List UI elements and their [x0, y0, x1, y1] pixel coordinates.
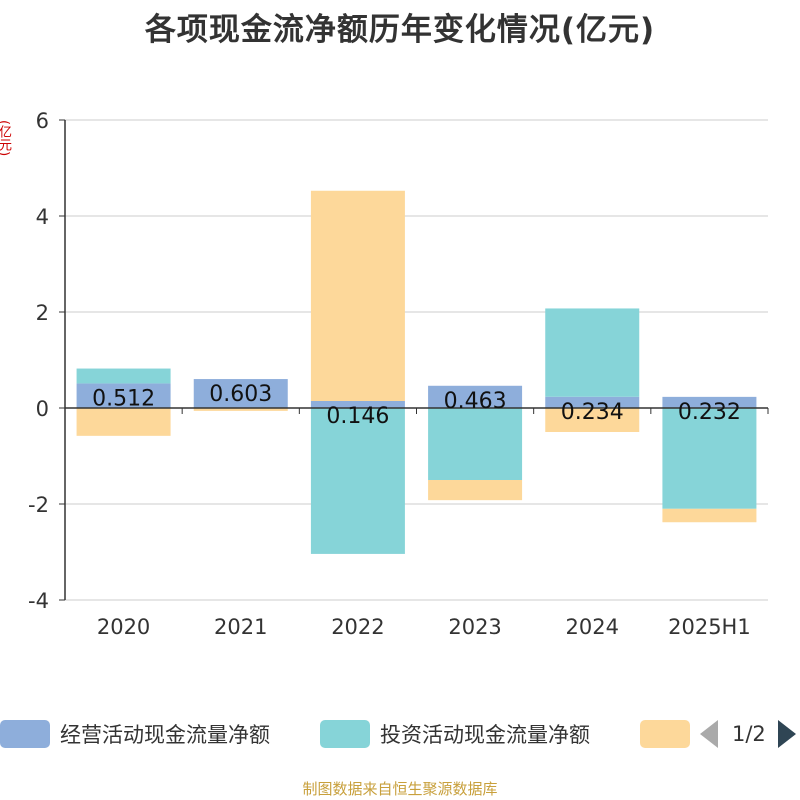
bar-financing: [193, 408, 288, 411]
y-tick-label: 0: [36, 397, 49, 421]
source-note: 制图数据来自恒生聚源数据库: [302, 780, 498, 798]
bar-financing: [662, 508, 757, 523]
data-label: 0.463: [444, 389, 507, 414]
data-label: 0.234: [561, 400, 624, 425]
y-tick-label: 2: [36, 301, 49, 325]
x-tick-label: 2025H1: [668, 615, 751, 639]
x-tick-label: 2022: [331, 615, 384, 639]
data-label: 0.512: [92, 386, 155, 411]
legend-item-financing[interactable]: [640, 716, 700, 752]
legend-swatch-investing: [320, 720, 370, 748]
x-tick-label: 2021: [214, 615, 267, 639]
bar-investing: [76, 368, 171, 384]
bars: [76, 190, 757, 554]
pager-text: 1/2: [732, 722, 766, 746]
legend-swatch-operating: [0, 720, 50, 748]
legend-item-investing[interactable]: 投资活动现金流量净额: [320, 716, 590, 752]
bar-operating: [310, 400, 405, 408]
bar-operating: [428, 385, 523, 408]
bar-financing: [545, 408, 640, 432]
legend-item-operating[interactable]: 经营活动现金流量净额: [0, 716, 270, 752]
chart-title: 各项现金流净额历年变化情况(亿元): [144, 12, 656, 48]
y-tick-label: 4: [36, 205, 49, 229]
grid-lines: [65, 119, 768, 601]
x-tick-label: 2020: [97, 615, 150, 639]
data-label: 0.603: [209, 382, 272, 407]
bar-financing: [310, 190, 405, 401]
pager-prev-icon[interactable]: [700, 720, 718, 748]
bar-chart: -4 -2 0 2 4 6 2020 2021 2022 2023 2024 2025H1 0.512…: [28, 109, 769, 639]
bar-investing: [545, 308, 640, 397]
legend-label-investing: 投资活动现金流量净额: [380, 723, 590, 747]
legend-pager: 1/2: [700, 716, 796, 752]
legend-swatch-financing: [640, 720, 690, 748]
axes: -4 -2 0 2 4 6 2020 2021 2022 2023 2024 2025H1: [28, 109, 769, 639]
bar-investing: [662, 408, 757, 509]
bar-operating: [545, 396, 640, 408]
y-tick-label: 6: [36, 109, 49, 133]
y-axis-unit: (亿元): [0, 120, 11, 157]
x-tick-label: 2023: [448, 615, 501, 639]
x-tick-label: 2024: [566, 615, 619, 639]
bar-investing: [310, 408, 405, 554]
pager-next-icon[interactable]: [777, 720, 796, 748]
data-labels: 0.512 0.603 0.146 0.463 0.234 0.232: [92, 382, 741, 429]
y-tick-label: -4: [28, 589, 49, 613]
legend-label-operating: 经营活动现金流量净额: [60, 723, 270, 747]
legend: 经营活动现金流量净额 投资活动现金流量净额: [0, 716, 800, 752]
data-label: 0.232: [678, 400, 741, 425]
y-tick-label: -2: [28, 493, 49, 517]
bar-investing: [428, 408, 523, 480]
bar-financing: [76, 408, 171, 436]
bar-financing: [428, 480, 523, 501]
bar-operating: [193, 379, 288, 408]
bar-operating: [76, 383, 171, 408]
bar-operating: [662, 396, 757, 408]
data-label: 0.146: [326, 404, 389, 429]
